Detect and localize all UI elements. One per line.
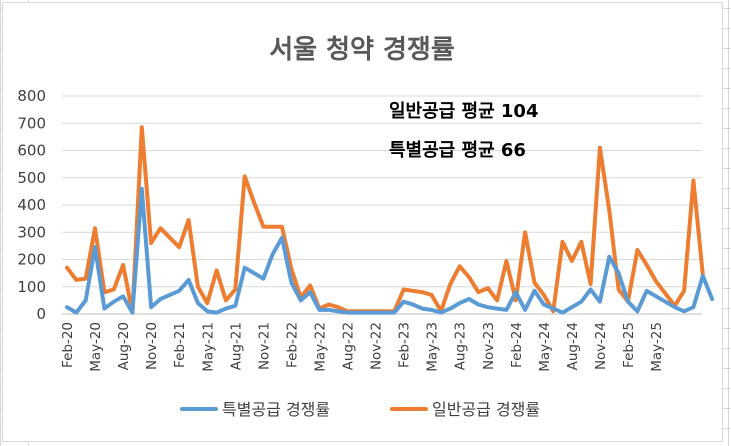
x-tick-label: Feb-21 xyxy=(172,322,188,368)
x-tick-label: May-23 xyxy=(425,322,441,372)
y-tick-label: 800 xyxy=(17,87,46,105)
legend-label-special: 특별공급 경쟁률 xyxy=(222,400,330,419)
x-tick-label: Nov-20 xyxy=(144,322,160,370)
x-tick-label: May-25 xyxy=(649,322,665,372)
y-tick-label: 500 xyxy=(17,169,46,187)
x-tick-label: May-22 xyxy=(312,322,328,372)
x-tick-label: May-24 xyxy=(537,322,553,372)
series-line-general xyxy=(65,125,705,315)
y-tick-label: 300 xyxy=(17,223,46,241)
x-tick-label: May-21 xyxy=(200,322,216,372)
annotation-special-average: 특별공급 평균 66 xyxy=(389,140,526,161)
y-tick-label: 200 xyxy=(17,251,46,269)
x-tick-label: Aug-20 xyxy=(116,322,132,370)
y-axis-ticks: 0 100 200 300 400 500 600 700 800 xyxy=(17,87,46,323)
x-tick-label: Feb-25 xyxy=(621,322,637,368)
chart-area[interactable] xyxy=(2,2,723,442)
series-lines xyxy=(65,125,715,315)
x-tick-label: Feb-22 xyxy=(284,322,300,368)
x-tick-label: May-20 xyxy=(88,322,104,372)
y-tick-label: 100 xyxy=(17,278,46,296)
x-tick-label: Feb-24 xyxy=(509,322,525,368)
x-tick-label: Nov-24 xyxy=(593,322,609,370)
x-tick-label: Nov-21 xyxy=(256,322,272,370)
x-tick-label: Aug-23 xyxy=(453,322,469,370)
x-axis-ticks: Feb-20 May-20 Aug-20 Nov-20 Feb-21 May-21 Aug-… xyxy=(60,322,665,372)
spreadsheet-column-line xyxy=(728,0,729,446)
y-tick-label: 600 xyxy=(17,142,46,160)
x-tick-label: Feb-20 xyxy=(60,322,76,368)
y-tick-label: 0 xyxy=(36,305,46,323)
x-tick-label: Feb-23 xyxy=(397,322,413,368)
legend-label-general: 일반공급 경쟁률 xyxy=(432,400,540,419)
x-tick-label: Nov-22 xyxy=(369,322,385,370)
x-tick-label: Nov-23 xyxy=(481,322,497,370)
chart-title: 서울 청약 경쟁률 xyxy=(269,35,455,65)
x-tick-label: Aug-24 xyxy=(565,322,581,370)
series-line-special xyxy=(65,186,715,315)
y-tick-label: 400 xyxy=(17,196,46,214)
x-tick-label: Aug-21 xyxy=(228,322,244,370)
annotation-general-average: 일반공급 평균 104 xyxy=(389,101,538,122)
x-tick-label: Aug-22 xyxy=(341,322,357,370)
y-tick-label: 700 xyxy=(17,114,46,132)
legend: 특별공급 경쟁률 일반공급 경쟁률 xyxy=(180,400,540,419)
